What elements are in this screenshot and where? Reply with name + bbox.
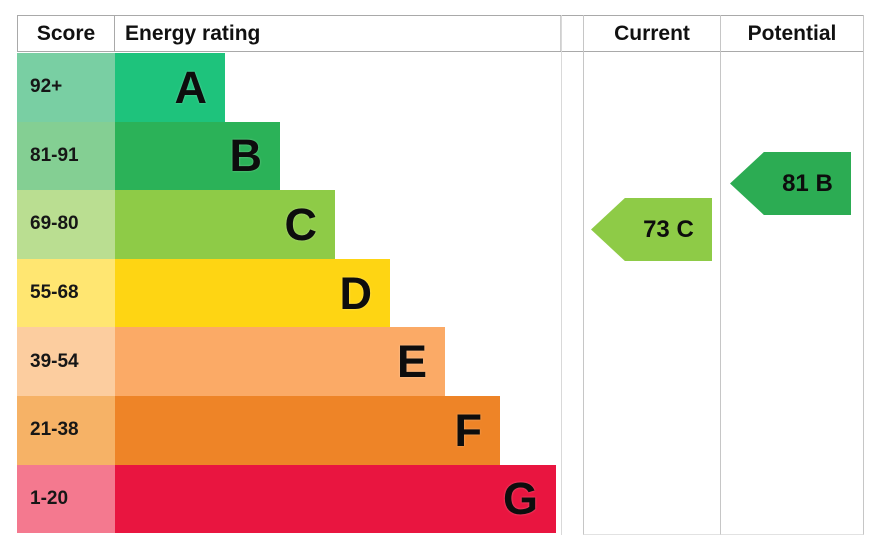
band-letter: A bbox=[174, 61, 208, 113]
band-score-range: 21-38 bbox=[17, 395, 115, 465]
potential-column bbox=[721, 15, 864, 535]
band-score-range: 92+ bbox=[17, 53, 115, 122]
band-row-g: 1-20 G bbox=[17, 464, 577, 534]
current-column bbox=[583, 15, 721, 535]
band-letter: E bbox=[396, 336, 427, 388]
energy-rating-column-header: Energy rating bbox=[115, 16, 561, 51]
band-row-c: 69-80 C bbox=[17, 190, 577, 259]
band-score-range: 39-54 bbox=[17, 327, 115, 396]
band-bar: F bbox=[115, 395, 500, 465]
header-gap bbox=[561, 16, 583, 51]
band-letter: F bbox=[454, 404, 483, 456]
band-row-b: 81-91 B bbox=[17, 121, 577, 191]
potential-rating-value: 81 B bbox=[782, 169, 833, 197]
band-score-range: 81-91 bbox=[17, 121, 115, 191]
band-row-a: 92+ A bbox=[17, 53, 577, 122]
band-score-range: 55-68 bbox=[17, 258, 115, 328]
band-bar: B bbox=[115, 121, 280, 191]
band-bar: C bbox=[115, 190, 335, 259]
band-bar: A bbox=[115, 53, 225, 122]
band-score-range: 1-20 bbox=[17, 464, 115, 534]
band-bar: G bbox=[115, 464, 556, 534]
energy-bands: 92+ A 81-91 B 69-80 C 55-68 D 39-54 E 21… bbox=[17, 53, 577, 534]
band-letter: G bbox=[502, 473, 538, 525]
band-row-f: 21-38 F bbox=[17, 395, 577, 465]
band-letter: D bbox=[339, 267, 373, 319]
band-letter: B bbox=[229, 130, 263, 182]
band-bar: E bbox=[115, 327, 445, 396]
current-rating-value: 73 C bbox=[643, 215, 694, 243]
band-row-e: 39-54 E bbox=[17, 327, 577, 396]
band-row-d: 55-68 D bbox=[17, 258, 577, 328]
score-column-header: Score bbox=[17, 16, 115, 51]
band-bar: D bbox=[115, 258, 390, 328]
energy-rating-column-divider bbox=[561, 15, 562, 535]
band-letter: C bbox=[284, 198, 318, 250]
band-score-range: 69-80 bbox=[17, 190, 115, 259]
